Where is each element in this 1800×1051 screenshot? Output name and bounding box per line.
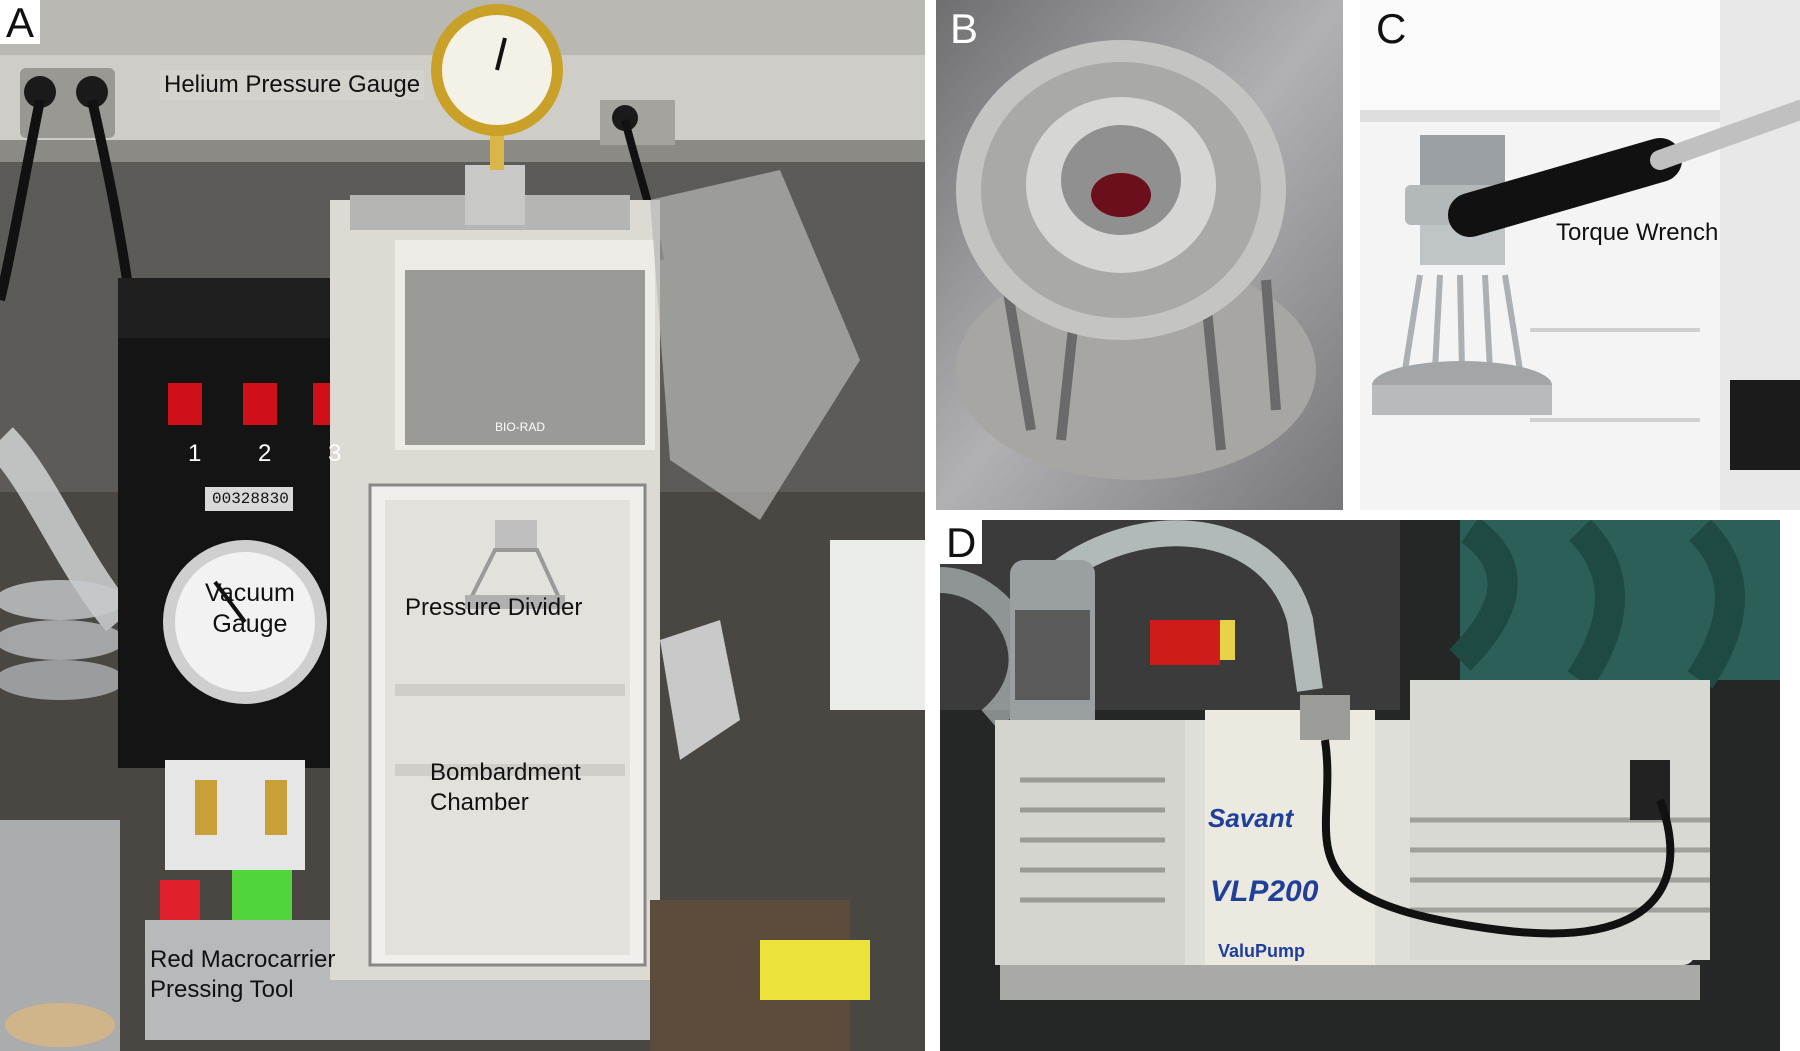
panel-a: A Helium Pressure Gauge 1 2 3 00328830 B…	[0, 0, 925, 1051]
torque-wrench-annotation: Torque Wrench	[1556, 219, 1719, 246]
vacuum-gauge-annotation-line-2: Gauge	[212, 610, 288, 639]
panel-d-photo	[940, 520, 1780, 1051]
bombardment-chamber-annotation: Bombardment Chamber	[430, 758, 581, 818]
red-macrocarrier-tool-annotation: Red Macrocarrier Pressing Tool	[150, 945, 335, 1005]
panel-c-photo	[1360, 0, 1800, 510]
pump-model: VLP200	[1210, 875, 1319, 908]
red-macrocarrier-tool-annotation-line-2: Pressing Tool	[150, 976, 294, 1003]
switch-number-2: 2	[258, 440, 272, 467]
panel-d: D Savant VLP200 ValuPump	[940, 520, 1780, 1051]
switch-number-1: 1	[188, 440, 202, 467]
counter-readout: 00328830	[212, 490, 289, 508]
panel-a-label: A	[0, 0, 41, 44]
bombardment-chamber-annotation-line-2: Chamber	[430, 789, 529, 816]
panel-a-photo	[0, 0, 925, 1051]
switch-number-3: 3	[328, 440, 342, 467]
pressure-divider-annotation: Pressure Divider	[405, 594, 583, 621]
panel-b-label: B	[950, 5, 979, 52]
panel-c-label: C	[1376, 5, 1407, 52]
panel-c: C Torque Wrench	[1360, 0, 1800, 510]
vacuum-gauge-annotation-line-1: Vacuum	[205, 579, 295, 607]
vacuum-gauge-annotation: Vacuum Gauge	[205, 578, 295, 641]
helium-gauge-annotation: Helium Pressure Gauge	[160, 70, 425, 100]
red-macrocarrier-tool-annotation-line-1: Red Macrocarrier	[150, 946, 336, 973]
panel-d-label: D	[940, 520, 983, 564]
pump-brand: Savant	[1208, 803, 1294, 833]
panel-b-photo	[936, 0, 1343, 510]
panel-b: B	[936, 0, 1343, 510]
pump-series: ValuPump	[1218, 941, 1306, 961]
device-brand: BIO-RAD	[495, 420, 546, 434]
bombardment-chamber-annotation-line-1: Bombardment	[430, 759, 581, 786]
